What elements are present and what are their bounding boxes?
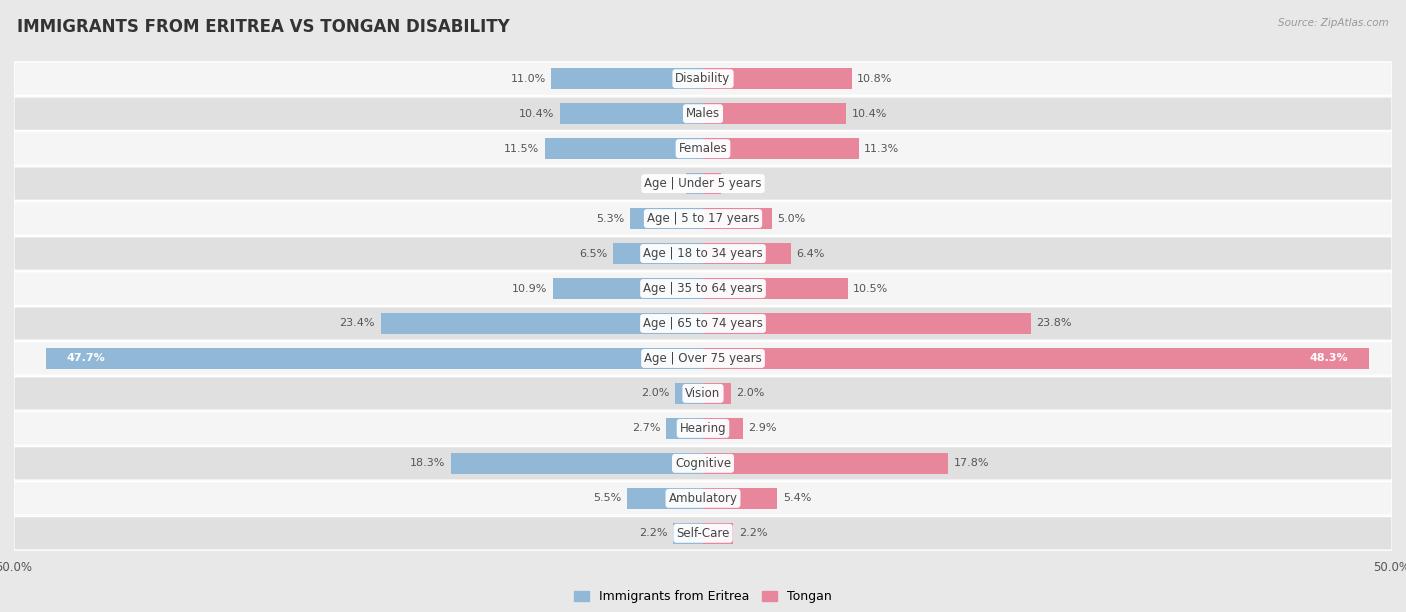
Text: Vision: Vision [685,387,721,400]
Bar [686,173,703,194]
Text: 10.8%: 10.8% [858,73,893,84]
FancyBboxPatch shape [14,237,1392,271]
FancyBboxPatch shape [14,97,1392,130]
Text: Age | 18 to 34 years: Age | 18 to 34 years [643,247,763,260]
FancyBboxPatch shape [14,202,1392,236]
Text: 5.4%: 5.4% [783,493,811,503]
FancyBboxPatch shape [14,132,1392,165]
Text: 11.0%: 11.0% [510,73,546,84]
Text: Source: ZipAtlas.com: Source: ZipAtlas.com [1278,18,1389,28]
Bar [703,523,734,544]
Text: 10.5%: 10.5% [853,283,889,294]
Text: 23.8%: 23.8% [1036,318,1071,329]
Text: 2.9%: 2.9% [748,424,778,433]
Text: 5.5%: 5.5% [593,493,621,503]
Text: Cognitive: Cognitive [675,457,731,470]
Text: 2.0%: 2.0% [737,389,765,398]
Text: 6.5%: 6.5% [579,248,607,258]
Text: Age | 5 to 17 years: Age | 5 to 17 years [647,212,759,225]
Text: Age | Over 75 years: Age | Over 75 years [644,352,762,365]
Text: 47.7%: 47.7% [66,354,105,364]
Text: Females: Females [679,142,727,155]
FancyBboxPatch shape [14,482,1392,515]
FancyBboxPatch shape [14,272,1392,305]
Text: Age | 35 to 64 years: Age | 35 to 64 years [643,282,763,295]
Text: Hearing: Hearing [679,422,727,435]
FancyBboxPatch shape [14,62,1392,95]
Bar [703,313,1031,334]
Text: Age | 65 to 74 years: Age | 65 to 74 years [643,317,763,330]
Bar [627,488,703,509]
Text: 5.0%: 5.0% [778,214,806,223]
Bar [703,278,848,299]
Bar [451,453,703,474]
Bar [560,103,703,124]
Bar [703,453,948,474]
Bar [703,418,742,439]
Text: 6.4%: 6.4% [797,248,825,258]
Text: 10.4%: 10.4% [852,109,887,119]
Text: 1.3%: 1.3% [727,179,755,188]
Text: 2.0%: 2.0% [641,389,669,398]
Bar [675,383,703,404]
Text: 10.4%: 10.4% [519,109,554,119]
Bar [703,383,731,404]
Bar [703,103,846,124]
Bar [703,138,859,159]
Bar [672,523,703,544]
Bar [703,348,1368,369]
Bar [46,348,703,369]
Text: 10.9%: 10.9% [512,283,547,294]
FancyBboxPatch shape [14,376,1392,410]
Text: Disability: Disability [675,72,731,85]
FancyBboxPatch shape [14,307,1392,340]
Text: Self-Care: Self-Care [676,527,730,540]
Text: Ambulatory: Ambulatory [668,492,738,505]
Bar [703,208,772,229]
Text: 11.3%: 11.3% [865,144,900,154]
Text: 2.7%: 2.7% [631,424,661,433]
Bar [630,208,703,229]
Bar [703,68,852,89]
FancyBboxPatch shape [14,517,1392,550]
Text: Males: Males [686,107,720,120]
FancyBboxPatch shape [14,412,1392,445]
Text: 2.2%: 2.2% [638,528,668,539]
Bar [551,68,703,89]
Bar [703,243,792,264]
Text: 5.3%: 5.3% [596,214,624,223]
FancyBboxPatch shape [14,341,1392,375]
Text: 17.8%: 17.8% [953,458,990,468]
Legend: Immigrants from Eritrea, Tongan: Immigrants from Eritrea, Tongan [569,585,837,608]
Bar [544,138,703,159]
Bar [613,243,703,264]
FancyBboxPatch shape [14,447,1392,480]
Text: IMMIGRANTS FROM ERITREA VS TONGAN DISABILITY: IMMIGRANTS FROM ERITREA VS TONGAN DISABI… [17,18,509,36]
Text: 23.4%: 23.4% [340,318,375,329]
Text: 2.2%: 2.2% [738,528,768,539]
Text: 18.3%: 18.3% [411,458,446,468]
Bar [381,313,703,334]
Text: Age | Under 5 years: Age | Under 5 years [644,177,762,190]
Bar [666,418,703,439]
Bar [703,173,721,194]
Text: 1.2%: 1.2% [652,179,681,188]
Bar [703,488,778,509]
Text: 48.3%: 48.3% [1309,354,1348,364]
Text: 11.5%: 11.5% [503,144,538,154]
FancyBboxPatch shape [14,167,1392,200]
Bar [553,278,703,299]
